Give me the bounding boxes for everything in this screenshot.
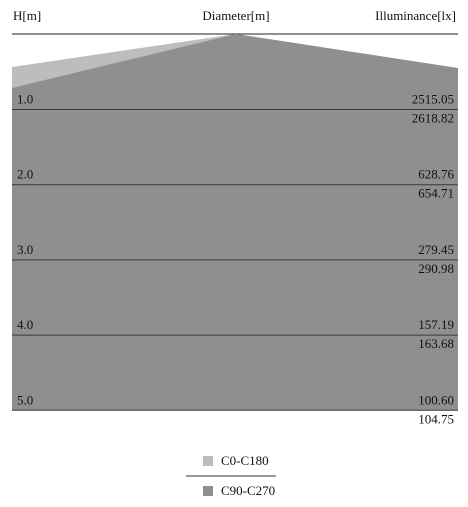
height-label: 1.0 <box>17 92 33 107</box>
beam-c90-c270 <box>12 34 458 410</box>
illuminance-c0-c180: 2515.05 <box>412 92 454 107</box>
illuminance-c0-c180: 628.76 <box>418 167 454 182</box>
header-height: H[m] <box>13 8 41 23</box>
legend-label-c0-c180: C0-C180 <box>221 453 269 468</box>
legend-label-c90-c270: C90-C270 <box>221 483 275 498</box>
illuminance-c90-c270: 2618.82 <box>412 111 454 126</box>
height-rows: 1.0 2515.05 2618.82 2.0 628.76 654.71 3.0 279.4… <box>12 92 458 426</box>
illuminance-c0-c180: 279.45 <box>418 242 454 257</box>
illuminance-c0-c180: 157.19 <box>418 317 454 332</box>
legend: C0-C180 C90-C270 <box>186 453 276 498</box>
illuminance-c0-c180: 100.60 <box>418 392 454 407</box>
legend-swatch-c90-c270 <box>203 486 213 496</box>
illuminance-c90-c270: 654.71 <box>418 186 454 201</box>
beam-layer <box>12 34 458 410</box>
illuminance-c90-c270: 163.68 <box>418 336 454 351</box>
illuminance-c90-c270: 104.75 <box>418 411 454 426</box>
height-label: 5.0 <box>17 392 33 407</box>
height-label: 2.0 <box>17 167 33 182</box>
height-label: 3.0 <box>17 242 33 257</box>
illuminance-c90-c270: 290.98 <box>418 261 454 276</box>
header-diameter: Diameter[m] <box>202 8 269 23</box>
height-label: 4.0 <box>17 317 33 332</box>
header-illuminance: Illuminance[lx] <box>375 8 456 23</box>
legend-swatch-c0-c180 <box>203 456 213 466</box>
